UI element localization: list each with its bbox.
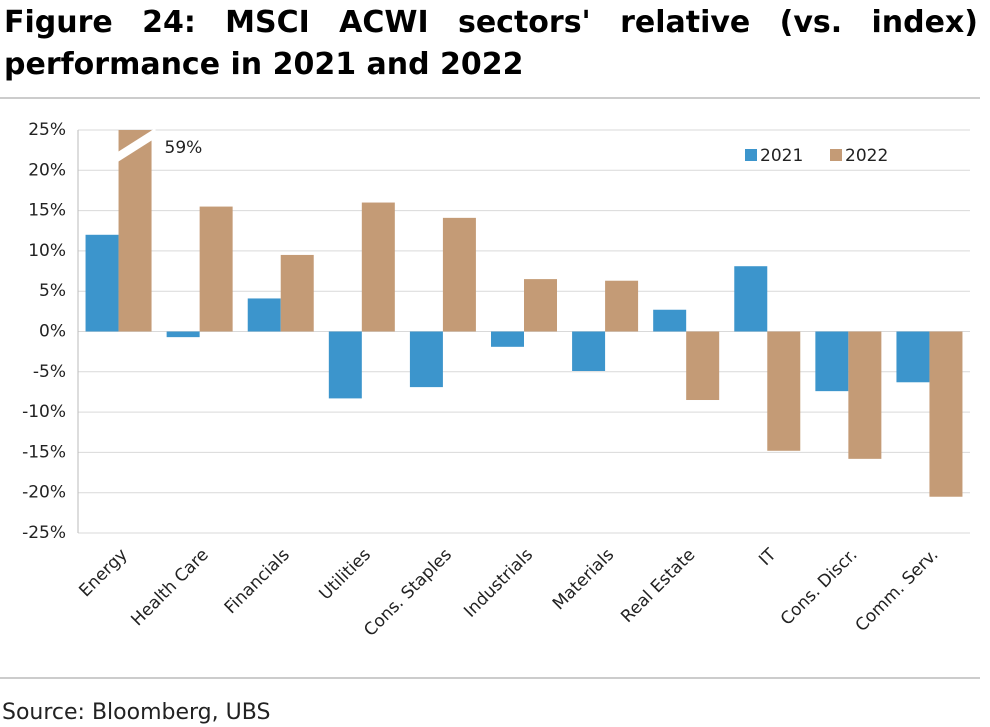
bar xyxy=(409,331,443,388)
x-tick-label: Materials xyxy=(549,545,618,614)
bar xyxy=(848,331,882,459)
legend-label: 2021 xyxy=(760,146,803,166)
y-tick-label: -15% xyxy=(22,442,66,462)
bar xyxy=(605,280,639,332)
y-tick-label: -25% xyxy=(22,523,66,543)
bar xyxy=(686,331,720,401)
bar xyxy=(815,331,849,392)
source: Source: Bloomberg, UBS xyxy=(2,700,270,725)
x-tick-label: Real Estate xyxy=(617,545,699,627)
y-tick-label: 5% xyxy=(39,281,66,301)
legend-swatch xyxy=(745,149,757,161)
bar xyxy=(491,331,524,347)
bar xyxy=(361,202,395,332)
x-tick-label: Utilities xyxy=(316,545,375,604)
legend-swatch xyxy=(830,149,842,161)
bar xyxy=(247,298,281,332)
chart-title: Figure 24: MSCI ACWI sectors' relative (… xyxy=(4,5,978,82)
bar xyxy=(85,234,119,332)
y-tick-label: 0% xyxy=(39,322,66,342)
bar xyxy=(896,331,930,383)
legend-label: 2022 xyxy=(845,146,888,166)
y-tick-label: 10% xyxy=(28,241,66,261)
bar xyxy=(572,331,606,371)
bar xyxy=(442,217,476,332)
y-tick-label: 20% xyxy=(28,160,66,180)
bar xyxy=(524,279,557,332)
x-tick-label: Energy xyxy=(75,545,131,601)
bar xyxy=(166,331,200,338)
data-label: 59% xyxy=(165,138,203,158)
x-tick-label: Health Care xyxy=(127,545,212,630)
y-tick-label: -10% xyxy=(22,402,66,422)
x-tick-label: Cons. Discr. xyxy=(777,545,862,630)
bar xyxy=(280,254,314,332)
bar xyxy=(199,206,233,332)
bar xyxy=(929,331,963,497)
bar xyxy=(734,266,768,332)
bar xyxy=(118,130,152,332)
y-tick-label: -20% xyxy=(22,483,66,503)
y-tick-label: -5% xyxy=(33,362,66,382)
bar xyxy=(653,309,687,332)
plot-area xyxy=(85,130,963,497)
x-tick-label: Comm. Serv. xyxy=(852,545,943,636)
bar xyxy=(328,331,362,399)
y-tick-label: 15% xyxy=(28,201,66,221)
x-tick-label: Financials xyxy=(221,545,294,618)
bar xyxy=(767,331,801,451)
x-tick-label: Industrials xyxy=(460,545,537,622)
x-tick-label: IT xyxy=(755,544,780,569)
axis-break xyxy=(114,128,156,164)
y-tick-label: 25% xyxy=(28,120,66,140)
